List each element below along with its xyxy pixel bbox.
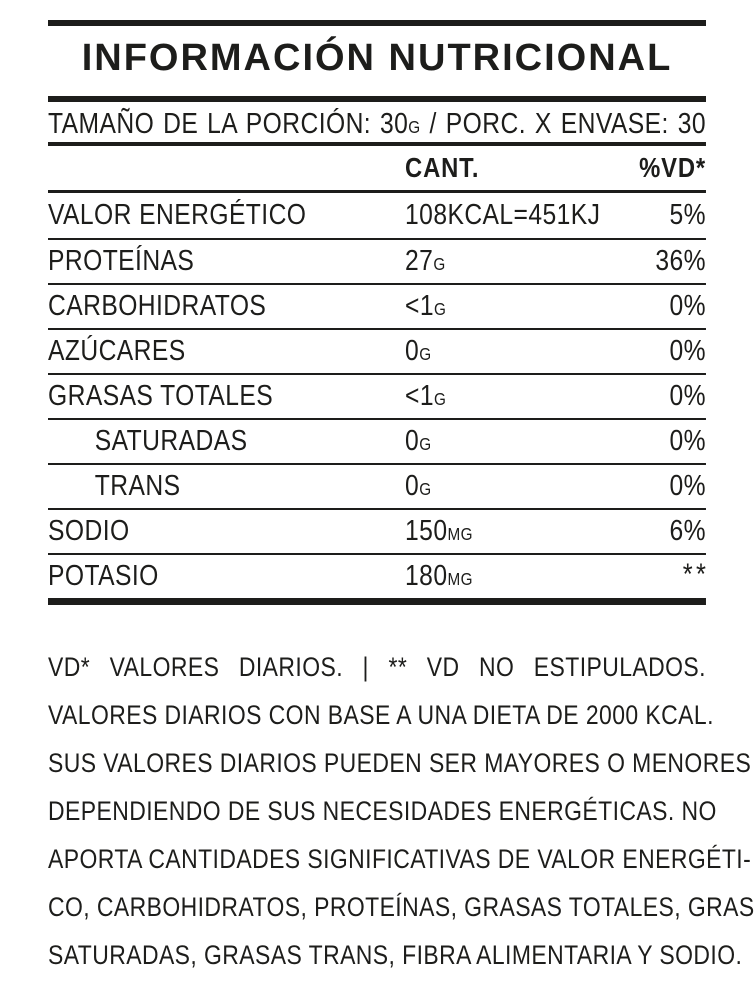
nutrient-dv: 0% [669,290,706,322]
divider-bottom [48,598,706,605]
table-row-proteinas: PROTEÍNAS 27G 36% [48,238,706,283]
nutrient-name: SATURADAS [94,425,248,457]
footnote-line: SATURADAS, GRASAS TRANS, FIBRA ALIMENTAR… [48,940,743,970]
nutrient-dv: 0% [669,335,706,367]
nutrient-name: CARBOHIDRATOS [48,290,267,322]
nutrient-dv: 0% [669,380,706,412]
serving-unit: G [408,117,421,137]
serving-text: TAMAÑO DE LA PORCIÓN: 30 [48,108,409,140]
nutrient-amount: 27G [405,245,446,277]
nutrient-name: TRANS [94,470,181,502]
table-row-valor-energetico: VALOR ENERGÉTICO 108KCAL=451KJ 5% [48,193,706,238]
nutrient-amount: 0G [405,470,432,502]
nutrient-dv: 6% [669,515,706,547]
table-row-potasio: POTASIO 180MG ** [48,553,706,598]
nutrient-table: VALOR ENERGÉTICO 108KCAL=451KJ 5% PROTEÍ… [48,193,706,598]
footnote-line: CO, CARBOHIDRATOS, PROTEÍNAS, GRASAS TOT… [48,892,754,922]
footnote-line: APORTA CANTIDADES SIGNIFICATIVAS DE VALO… [48,844,752,874]
divider-under-title [48,96,706,102]
nutrient-dv: 36% [655,245,706,277]
header-dv-col: %VD* [639,152,706,183]
nutrient-amount: <1G [405,380,447,412]
nutrient-unit: G [434,299,447,319]
table-row-carbohidratos: CARBOHIDRATOS <1G 0% [48,283,706,328]
footnote: VD* VALORES DIARIOS. | ** VD NO ESTIPULA… [48,643,754,979]
nutrient-amount: 108KCAL=451KJ [405,199,601,231]
nutrient-amount: 0G [405,425,432,457]
nutrient-unit: G [419,344,432,364]
table-row-azucares: AZÚCARES 0G 0% [48,328,706,373]
nutrient-unit: G [433,254,446,274]
servings-per-container: / PORC. X ENVASE: 30 [420,108,706,140]
footnote-line: VALORES DIARIOS CON BASE A UNA DIETA DE … [48,700,714,730]
nutrient-unit: MG [447,569,473,589]
table-row-sodio: SODIO 150MG 6% [48,508,706,553]
nutrient-amount: 0G [405,335,432,367]
nutrient-name: VALOR ENERGÉTICO [48,199,307,231]
nutrient-amount: 180MG [405,560,473,592]
nutrient-dv: ** [682,558,710,591]
nutrient-name: GRASAS TOTALES [48,380,274,412]
footnote-line: SUS VALORES DIARIOS PUEDEN SER MAYORES O… [48,748,752,778]
table-header-row: CANT. %VD* [48,146,706,193]
nutrient-unit: G [419,479,432,499]
nutrient-name: PROTEÍNAS [48,245,195,277]
nutrient-name: AZÚCARES [48,335,186,367]
table-row-saturadas: SATURADAS 0G 0% [48,418,706,463]
page-title: INFORMACIÓN NUTRICIONAL [81,37,673,79]
header-amount-col: CANT. [405,152,480,183]
nutrient-dv: 0% [669,425,706,457]
nutrient-name: POTASIO [48,560,159,592]
serving-info: TAMAÑO DE LA PORCIÓN: 30G / PORC. X ENVA… [48,102,706,146]
footnote-line: DEPENDIENDO DE SUS NECESIDADES ENERGÉTIC… [48,796,717,826]
table-row-trans: TRANS 0G 0% [48,463,706,508]
nutrient-unit: MG [447,524,473,544]
label-body: TAMAÑO DE LA PORCIÓN: 30G / PORC. X ENVA… [48,102,754,979]
nutrient-amount: 150MG [405,515,473,547]
nutrient-dv: 0% [669,470,706,502]
nutrient-amount: <1G [405,290,447,322]
nutrient-name: SODIO [48,515,130,547]
nutrient-unit: G [434,389,447,409]
nutrient-unit: G [419,434,432,454]
divider-top [48,20,706,26]
table-row-grasas-totales: GRASAS TOTALES <1G 0% [48,373,706,418]
nutrient-dv: 5% [669,199,706,231]
footnote-line: VD* VALORES DIARIOS. | ** VD NO ESTIPULA… [48,652,706,682]
